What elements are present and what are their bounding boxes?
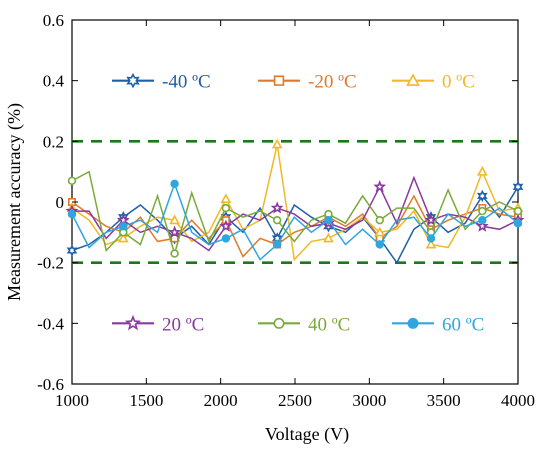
legend-item: -20 ºC <box>258 72 357 93</box>
x-tick-label: 4000 <box>501 391 535 410</box>
data-point <box>170 179 179 189</box>
y-tick-label: -0.6 <box>37 375 64 394</box>
data-point <box>324 216 333 225</box>
y-tick-label: 0.2 <box>43 132 64 151</box>
legend-marker <box>407 317 419 329</box>
x-tick-label: 1000 <box>55 391 89 410</box>
data-point <box>513 219 523 228</box>
legend-marker <box>406 73 420 86</box>
legend-marker <box>126 72 140 89</box>
data-point <box>272 240 282 249</box>
data-point <box>425 238 437 249</box>
x-tick-label: 3000 <box>352 391 386 410</box>
axis-ticks: 1000 1500 2000 2500 3000 3500 4000 0.6 0.4 0.2 0 -0… <box>37 11 535 410</box>
y-tick-label: 0.4 <box>43 72 65 91</box>
legend-label: -40 ºC <box>162 72 211 93</box>
data-point <box>270 201 284 214</box>
series-3 <box>66 138 524 262</box>
data-point <box>475 219 489 232</box>
data-point <box>67 176 77 185</box>
x-tick-label: 2500 <box>278 391 312 410</box>
y-tick-label: -0.4 <box>37 314 64 333</box>
data-point <box>221 203 231 213</box>
data-point <box>513 206 523 216</box>
data-point <box>66 244 78 257</box>
legend-label: 20 ºC <box>162 314 204 335</box>
data-point <box>374 226 386 237</box>
series-1 <box>66 180 524 265</box>
y-tick-label: -0.2 <box>37 254 64 273</box>
x-tick-label: 2000 <box>204 391 238 410</box>
series-line <box>71 144 519 262</box>
legend-label: 0 ºC <box>442 72 475 93</box>
legend-label: -20 ºC <box>308 72 357 93</box>
data-point <box>271 138 283 149</box>
legend-marker <box>273 75 285 86</box>
data-point <box>373 179 387 193</box>
legend-marker <box>273 317 285 329</box>
legend-item: 20 ºC <box>112 314 204 335</box>
data-point <box>478 216 487 225</box>
legend-item: 0 ºC <box>392 72 475 93</box>
data-point <box>117 232 129 243</box>
series-6 <box>67 179 523 261</box>
data-point <box>220 193 232 203</box>
data-point <box>476 189 488 203</box>
series-line <box>71 186 519 265</box>
y-tick-label: 0.6 <box>43 11 64 30</box>
x-tick-label: 1500 <box>129 391 163 410</box>
reference-lines <box>72 140 518 264</box>
data-point <box>219 219 233 232</box>
legend-item: 40 ºC <box>258 314 350 335</box>
data-point <box>375 216 384 225</box>
data-point <box>476 166 488 176</box>
series-line <box>71 170 519 257</box>
series-layer <box>65 138 525 265</box>
data-point <box>272 216 282 225</box>
series-line <box>71 181 519 261</box>
data-point <box>119 222 128 231</box>
data-point <box>424 213 438 226</box>
data-point <box>168 225 182 238</box>
data-point <box>375 240 384 249</box>
data-point <box>67 209 77 219</box>
legend-item: 60 ºC <box>392 314 484 335</box>
data-point <box>426 234 436 243</box>
legend-label: 40 ºC <box>308 314 350 335</box>
legend-marker <box>124 314 142 331</box>
data-point <box>323 232 334 243</box>
legend-item: -40 ºC <box>112 72 211 93</box>
x-tick-label: 3500 <box>427 391 461 410</box>
data-point <box>512 180 524 193</box>
data-point <box>478 206 487 216</box>
y-axis-label: Measurement accuracy (%) <box>4 103 25 301</box>
y-tick-label: 0 <box>56 193 65 212</box>
data-point <box>169 214 180 225</box>
legend-label: 60 ºC <box>442 314 484 335</box>
data-point <box>170 249 179 258</box>
legend: -40 ºC -20 ºC 0 ºC 20 ºC 40 ºC 60 ºC <box>112 72 484 335</box>
data-point <box>221 234 231 243</box>
x-axis-label: Voltage (V) <box>265 424 349 445</box>
